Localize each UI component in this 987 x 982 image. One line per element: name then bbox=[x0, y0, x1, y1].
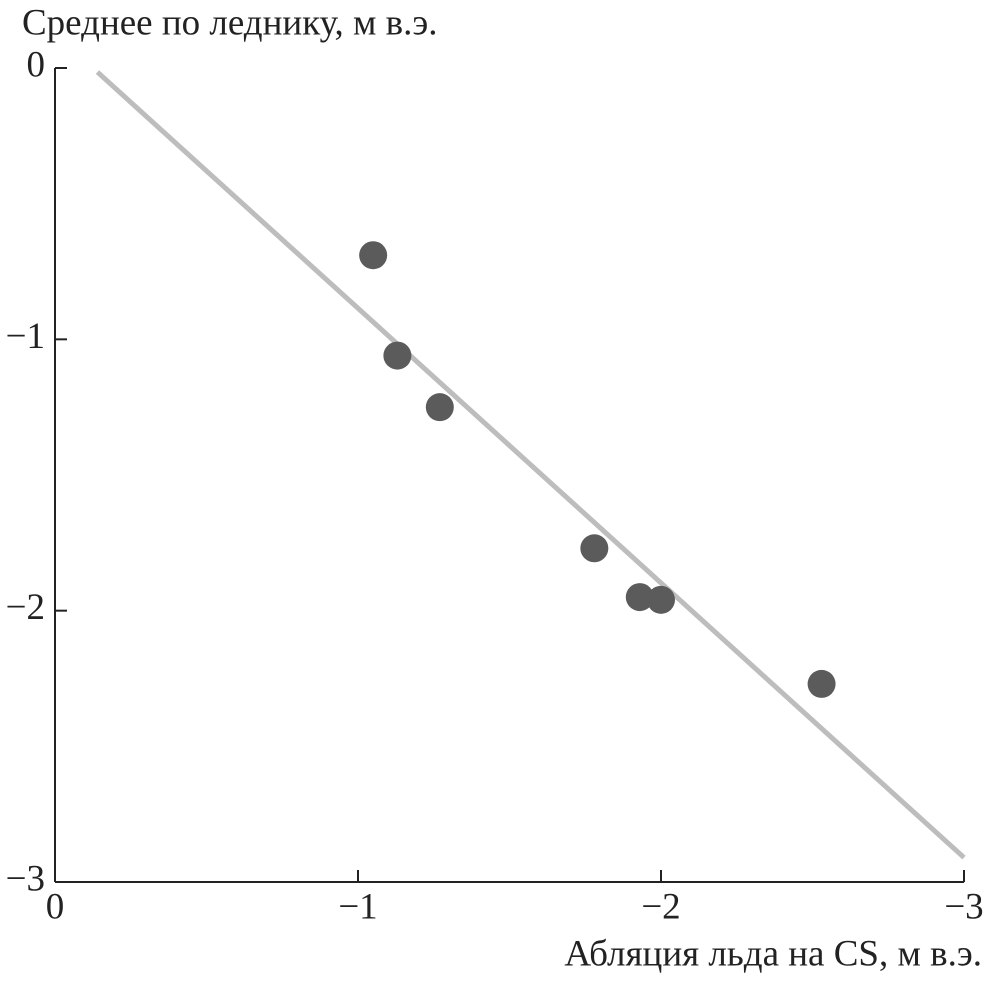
fit-line bbox=[95, 70, 966, 860]
y-tick-label: 0 bbox=[27, 44, 46, 85]
point bbox=[383, 341, 412, 370]
y-tick-label: −2 bbox=[6, 587, 45, 628]
y-axis-label: Среднее по леднику, м в.э. bbox=[22, 2, 437, 43]
point bbox=[359, 241, 388, 270]
y-tick-label: −3 bbox=[6, 858, 45, 899]
point bbox=[647, 585, 675, 614]
x-axis-label: Абляция льда на CS, м в.э. bbox=[564, 933, 982, 974]
y-tick-label: −1 bbox=[6, 316, 45, 357]
x-tick-label: 0 bbox=[46, 886, 65, 927]
point bbox=[425, 393, 454, 422]
x-tick-label: −1 bbox=[338, 886, 377, 927]
point bbox=[807, 669, 836, 698]
point bbox=[580, 534, 609, 563]
x-tick-label: −3 bbox=[944, 886, 983, 927]
x-tick-label: −2 bbox=[641, 886, 680, 927]
point bbox=[625, 583, 654, 612]
